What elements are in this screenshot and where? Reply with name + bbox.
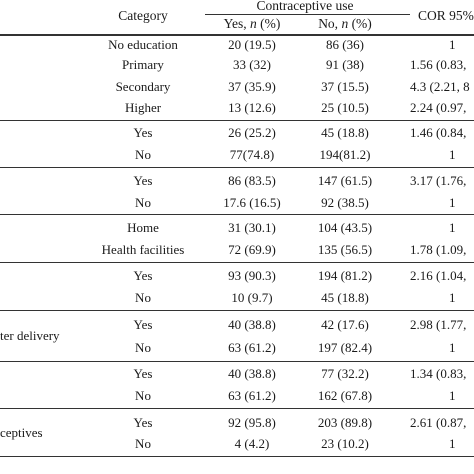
section-divider [0,456,474,457]
table-cell-cor: 1 [449,340,456,355]
header-group-divider [205,14,410,15]
table-cell-yes: 93 (90.3) [228,268,276,283]
cor-column-header: COR 95% [418,8,474,23]
table-cell-no: 92 (38.5) [321,195,369,210]
table-cell-no: 147 (61.5) [317,173,373,188]
table-cell-cor: 1 [449,436,456,451]
table-cell-category: No [135,340,151,355]
table-cell-cor: 3.17 (1.76, [410,173,467,188]
table-cell-cor: 1 [449,290,456,305]
section-divider [0,408,474,409]
table-cell-yes: 13 (12.6) [228,100,276,115]
table-cell-no: 162 (67.8) [317,388,373,403]
table-cell-no: 37 (15.5) [321,79,369,94]
table-cell-yes: 72 (69.9) [228,242,276,257]
variable-label: ceptives [0,425,43,440]
table-cell-category: No education [108,37,178,52]
table-cell-no: 42 (17.6) [321,317,369,332]
table-cell-yes: 92 (95.8) [228,415,276,430]
table-cell-cor: 1 [449,147,456,162]
table-cell-yes: 77(74.8) [229,147,275,162]
table-cell-yes: 86 (83.5) [228,173,276,188]
table-cell-yes: 20 (19.5) [228,37,276,52]
category-header: Category [118,8,168,23]
table-cell-yes: 17.6 (16.5) [223,195,281,210]
table-cell-yes: 40 (38.8) [228,366,276,381]
table-cell-no: 197 (82.4) [317,340,373,355]
table-cell-no: 203 (89.8) [317,415,373,430]
table-cell-cor: 2.16 (1.04, [410,268,467,283]
table-cell-category: No [135,195,151,210]
table-cell-no: 45 (18.8) [321,125,369,140]
table-cell-yes: 10 (9.7) [231,290,273,305]
table-cell-category: Primary [122,57,164,72]
table-cell-cor: 1 [449,220,456,235]
table-cell-category: Higher [124,100,162,115]
table-cell-cor: 4.3 (2.21, 8 [410,79,470,94]
table-cell-category: Home [127,220,159,235]
table-cell-no: 194 (81.2) [317,268,373,283]
section-divider [0,120,474,121]
table-cell-category: Yes [133,173,153,188]
table-cell-no: 77 (32.2) [321,366,369,381]
table-cell-category: Yes [133,366,153,381]
section-divider [0,214,474,215]
table-cell-yes: 40 (38.8) [228,317,276,332]
table-cell-no: 25 (10.5) [321,100,369,115]
table-cell-category: No [135,147,151,162]
no-column-header: No, n (%) [318,16,372,31]
table-cell-no: 91 (38) [326,57,364,72]
table-cell-yes: 26 (25.2) [228,125,276,140]
header-bottom-rule [0,34,474,36]
table-cell-category: Health facilities [101,242,185,257]
table-cell-category: No [135,388,151,403]
section-divider [0,262,474,263]
table-cell-category: Secondary [115,79,171,94]
yes-column-header: Yes, n (%) [223,16,281,31]
table-cell-cor: 1 [449,388,456,403]
table-cell-cor: 1.78 (1.09, [410,242,467,257]
table-cell-yes: 4 (4.2) [234,436,270,451]
section-divider [0,361,474,362]
table-cell-yes: 63 (61.2) [228,388,276,403]
table-cell-cor: 2.24 (0.97, [410,100,467,115]
variable-label: ter delivery [0,328,60,343]
table-cell-yes: 37 (35.9) [228,79,276,94]
table-cell-cor: 1 [449,195,456,210]
table-cell-category: Yes [133,415,153,430]
table-cell-no: 86 (36) [326,37,364,52]
table-cell-cor: 1.46 (0.84, [410,125,467,140]
table-cell-category: No [135,436,151,451]
table-cell-yes: 31 (30.1) [228,220,276,235]
table-cell-cor: 1.34 (0.83, [410,366,467,381]
table-cell-yes: 63 (61.2) [228,340,276,355]
table-cell-cor: 1 [449,37,456,52]
table-cell-yes: 33 (32) [233,57,271,72]
table-cell-no: 45 (18.8) [321,290,369,305]
table-cell-category: Yes [133,317,153,332]
table-cell-no: 194(81.2) [319,147,371,162]
table-cell-cor: 2.61 (0.87, [410,415,467,430]
table-cell-category: Yes [133,268,153,283]
table-cell-no: 135 (56.5) [317,242,373,257]
table-cell-cor: 1.56 (0.83, [410,57,467,72]
section-divider [0,310,474,311]
table-cell-category: No [135,290,151,305]
table-cell-category: Yes [133,125,153,140]
table-cell-no: 23 (10.2) [321,436,369,451]
section-divider [0,167,474,168]
table-cell-cor: 2.98 (1.77, [410,317,467,332]
contraceptive-use-header: Contraceptive use [256,0,354,13]
table-cell-no: 104 (43.5) [317,220,373,235]
